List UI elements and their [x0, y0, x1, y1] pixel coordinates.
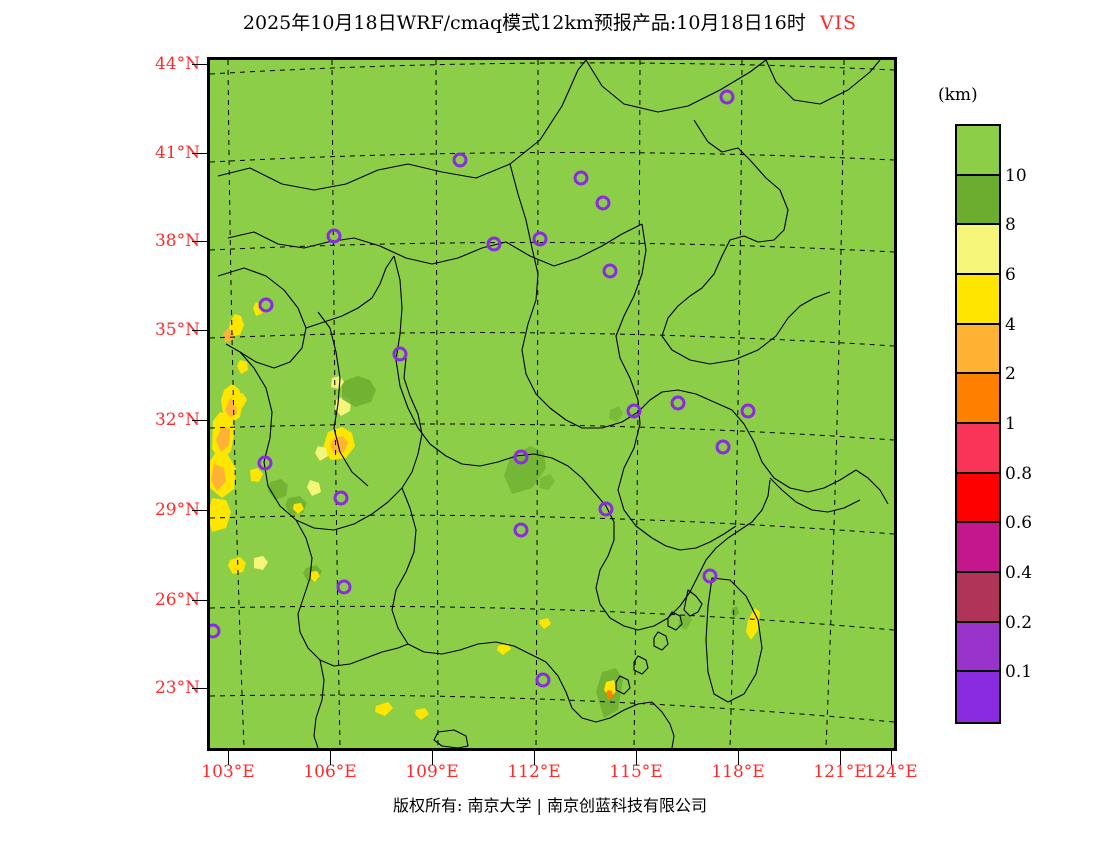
- lat-tick-mark: [192, 600, 207, 601]
- station-marker: [573, 170, 589, 186]
- station-marker: [258, 297, 274, 313]
- station-marker: [513, 522, 529, 538]
- title-main: 2025年10月18日WRF/cmaq模式12km预报产品:10月18日16时: [242, 12, 806, 34]
- lon-tick-label: 109°E: [405, 762, 459, 782]
- colorbar-band[interactable]: [957, 471, 999, 524]
- station-markers[interactable]: [210, 89, 756, 688]
- station-marker: [535, 672, 551, 688]
- colorbar-tick-label: 0.8: [1005, 463, 1033, 484]
- station-marker: [598, 501, 614, 517]
- station-marker: [740, 403, 756, 419]
- station-marker: [719, 89, 735, 105]
- colorbar-tick-label: 10: [1005, 165, 1027, 186]
- lon-tick-mark: [636, 751, 637, 765]
- copyright-footer: 版权所有: 南京大学 | 南京创蓝科技有限公司: [392, 796, 708, 815]
- lat-tick-mark: [192, 420, 207, 421]
- station-marker: [595, 195, 611, 211]
- colorbar-unit-label: (km): [938, 85, 978, 105]
- colorbar-band[interactable]: [957, 620, 999, 673]
- colorbar[interactable]: [955, 124, 1001, 724]
- title-variable: VIS: [819, 12, 858, 34]
- map-background: [210, 60, 894, 748]
- colorbar-band[interactable]: [957, 223, 999, 275]
- lat-tick-label: 35°N: [154, 320, 200, 340]
- station-marker: [626, 403, 642, 419]
- graticule: [210, 60, 894, 748]
- colorbar-tick-label: 1: [1005, 414, 1016, 434]
- lat-tick-mark: [192, 330, 207, 331]
- lat-tick-label: 29°N: [154, 500, 200, 520]
- lat-tick-label: 44°N: [154, 54, 200, 74]
- lon-tick-mark: [891, 751, 892, 765]
- station-marker: [392, 346, 408, 362]
- station-marker: [326, 228, 342, 244]
- colorbar-tick-label: 4: [1005, 314, 1016, 335]
- lon-tick-mark: [840, 751, 841, 765]
- visibility-contour-patches: [210, 302, 760, 720]
- station-marker: [702, 568, 718, 584]
- station-marker: [452, 152, 468, 168]
- station-marker: [333, 490, 349, 506]
- lat-tick-label: 26°N: [154, 590, 200, 610]
- lon-tick-label: 103°E: [201, 762, 255, 782]
- lat-tick-label: 32°N: [154, 410, 200, 430]
- lat-tick-mark: [192, 153, 207, 154]
- colorbar-band[interactable]: [957, 322, 999, 375]
- station-marker: [670, 395, 686, 411]
- lat-tick-label: 38°N: [154, 231, 200, 251]
- colorbar-tick-label: 0.1: [1005, 662, 1033, 683]
- colorbar-tick-label: 0.6: [1005, 513, 1033, 534]
- colorbar-tick-label: 0.2: [1005, 612, 1033, 633]
- lon-tick-mark: [432, 751, 433, 765]
- forecast-map-panel[interactable]: [207, 57, 897, 751]
- lon-tick-label: 106°E: [303, 762, 357, 782]
- map-canvas: [210, 60, 894, 748]
- station-marker: [715, 439, 731, 455]
- lon-tick-mark: [534, 751, 535, 765]
- station-marker: [257, 455, 273, 471]
- colorbar-tick-label: 6: [1005, 265, 1016, 285]
- colorbar-band[interactable]: [957, 670, 999, 722]
- lat-tick-mark: [192, 688, 207, 689]
- colorbar-band[interactable]: [957, 126, 999, 176]
- lon-tick-mark: [738, 751, 739, 765]
- colorbar-band[interactable]: [957, 570, 999, 623]
- colorbar-band[interactable]: [957, 521, 999, 573]
- station-marker: [336, 579, 352, 595]
- colorbar-band[interactable]: [957, 421, 999, 474]
- station-marker: [602, 263, 618, 279]
- lon-tick-label: 115°E: [609, 762, 663, 782]
- colorbar-tick-label: 8: [1005, 215, 1016, 236]
- lat-tick-label: 23°N: [154, 678, 200, 698]
- station-marker: [513, 449, 529, 465]
- lon-tick-label: 112°E: [507, 762, 561, 782]
- lon-tick-mark: [228, 751, 229, 765]
- colorbar-band[interactable]: [957, 173, 999, 226]
- lat-tick-mark: [192, 64, 207, 65]
- colorbar-band[interactable]: [957, 372, 999, 424]
- lon-tick-mark: [330, 751, 331, 765]
- lat-tick-label: 41°N: [154, 143, 200, 163]
- colorbar-tick-label: 0.4: [1005, 563, 1033, 583]
- lat-tick-mark: [192, 241, 207, 242]
- station-marker: [486, 236, 502, 252]
- station-marker: [532, 231, 548, 247]
- station-marker: [210, 623, 221, 639]
- colorbar-band[interactable]: [957, 272, 999, 325]
- lon-tick-label: 118°E: [711, 762, 765, 782]
- lat-tick-mark: [192, 510, 207, 511]
- page-title: 2025年10月18日WRF/cmaq模式12km预报产品:10月18日16时 V…: [0, 8, 1100, 35]
- lon-tick-label: 121°E: [813, 762, 867, 782]
- colorbar-tick-label: 2: [1005, 364, 1016, 385]
- lon-tick-label: 124°E: [864, 762, 918, 782]
